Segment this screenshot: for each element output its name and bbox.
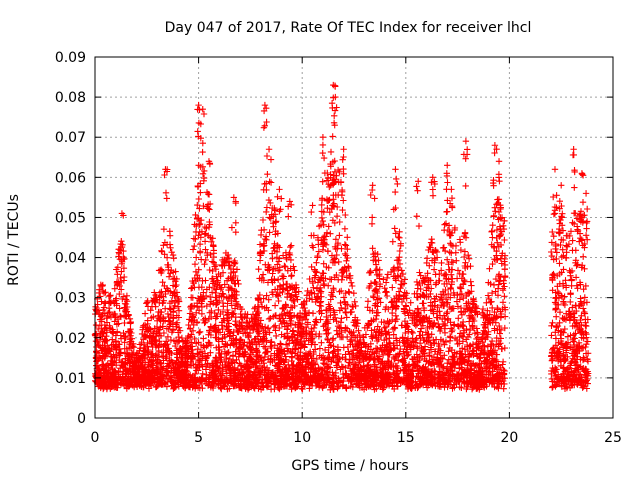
peak-point (582, 190, 590, 197)
y-tick-label: 0 (77, 411, 86, 427)
x-tick-label: 5 (194, 430, 203, 446)
peak-point (462, 138, 470, 145)
peak-point (369, 182, 376, 189)
peak-point (199, 105, 206, 113)
peak-point (429, 174, 436, 181)
peak-point (570, 146, 577, 153)
peak-point (444, 162, 451, 169)
peak-point (491, 142, 499, 149)
peak-point (332, 93, 339, 101)
data-points (91, 81, 592, 393)
peak-point (162, 166, 169, 173)
x-tick-label: 25 (604, 430, 622, 446)
peak-point (415, 178, 422, 185)
y-tick-label: 0.02 (55, 331, 86, 347)
peak-point (309, 202, 316, 209)
y-tick-labels: 0 0.01 0.02 0.03 0.04 0.05 0.06 0.07 0.08 0.09 (55, 50, 86, 427)
peak-point (195, 101, 202, 109)
peak-point (286, 198, 293, 205)
y-tick-label: 0.03 (55, 291, 86, 307)
x-tick-labels: 0 5 10 15 20 25 (91, 430, 622, 446)
chart-title: Day 047 of 2017, Rate Of TEC Index for r… (165, 20, 532, 36)
peak-point (558, 182, 565, 189)
peak-point (578, 170, 586, 177)
y-axis-label: ROTI / TECUs (6, 194, 22, 286)
peak-point (340, 146, 347, 153)
x-tick-label: 15 (397, 430, 415, 446)
peak-point (551, 166, 559, 173)
peak-point (448, 186, 455, 193)
peak-point (230, 194, 238, 201)
x-tick-label: 10 (293, 430, 311, 446)
x-tick-label: 0 (91, 430, 100, 446)
y-tick-label: 0.08 (55, 90, 86, 106)
peak-point (265, 146, 273, 153)
peak-point (205, 158, 213, 165)
y-tick-label: 0.01 (55, 371, 86, 387)
peak-point (261, 101, 269, 109)
y-tick-label: 0.06 (55, 170, 86, 186)
y-tick-label: 0.04 (55, 251, 86, 267)
peak-point (330, 81, 337, 89)
y-tick-label: 0.09 (55, 50, 86, 66)
y-tick-label: 0.07 (55, 130, 86, 146)
y-tick-label: 0.05 (55, 210, 86, 226)
scatter-cloud (91, 82, 592, 393)
peak-point (118, 210, 126, 217)
x-axis-label: GPS time / hours (291, 458, 408, 474)
peak-point (392, 166, 399, 173)
peak-point (319, 134, 327, 141)
plot-frame (94, 56, 614, 419)
x-tick-label: 20 (500, 430, 518, 446)
peak-point (495, 158, 503, 165)
peak-point (276, 186, 283, 193)
